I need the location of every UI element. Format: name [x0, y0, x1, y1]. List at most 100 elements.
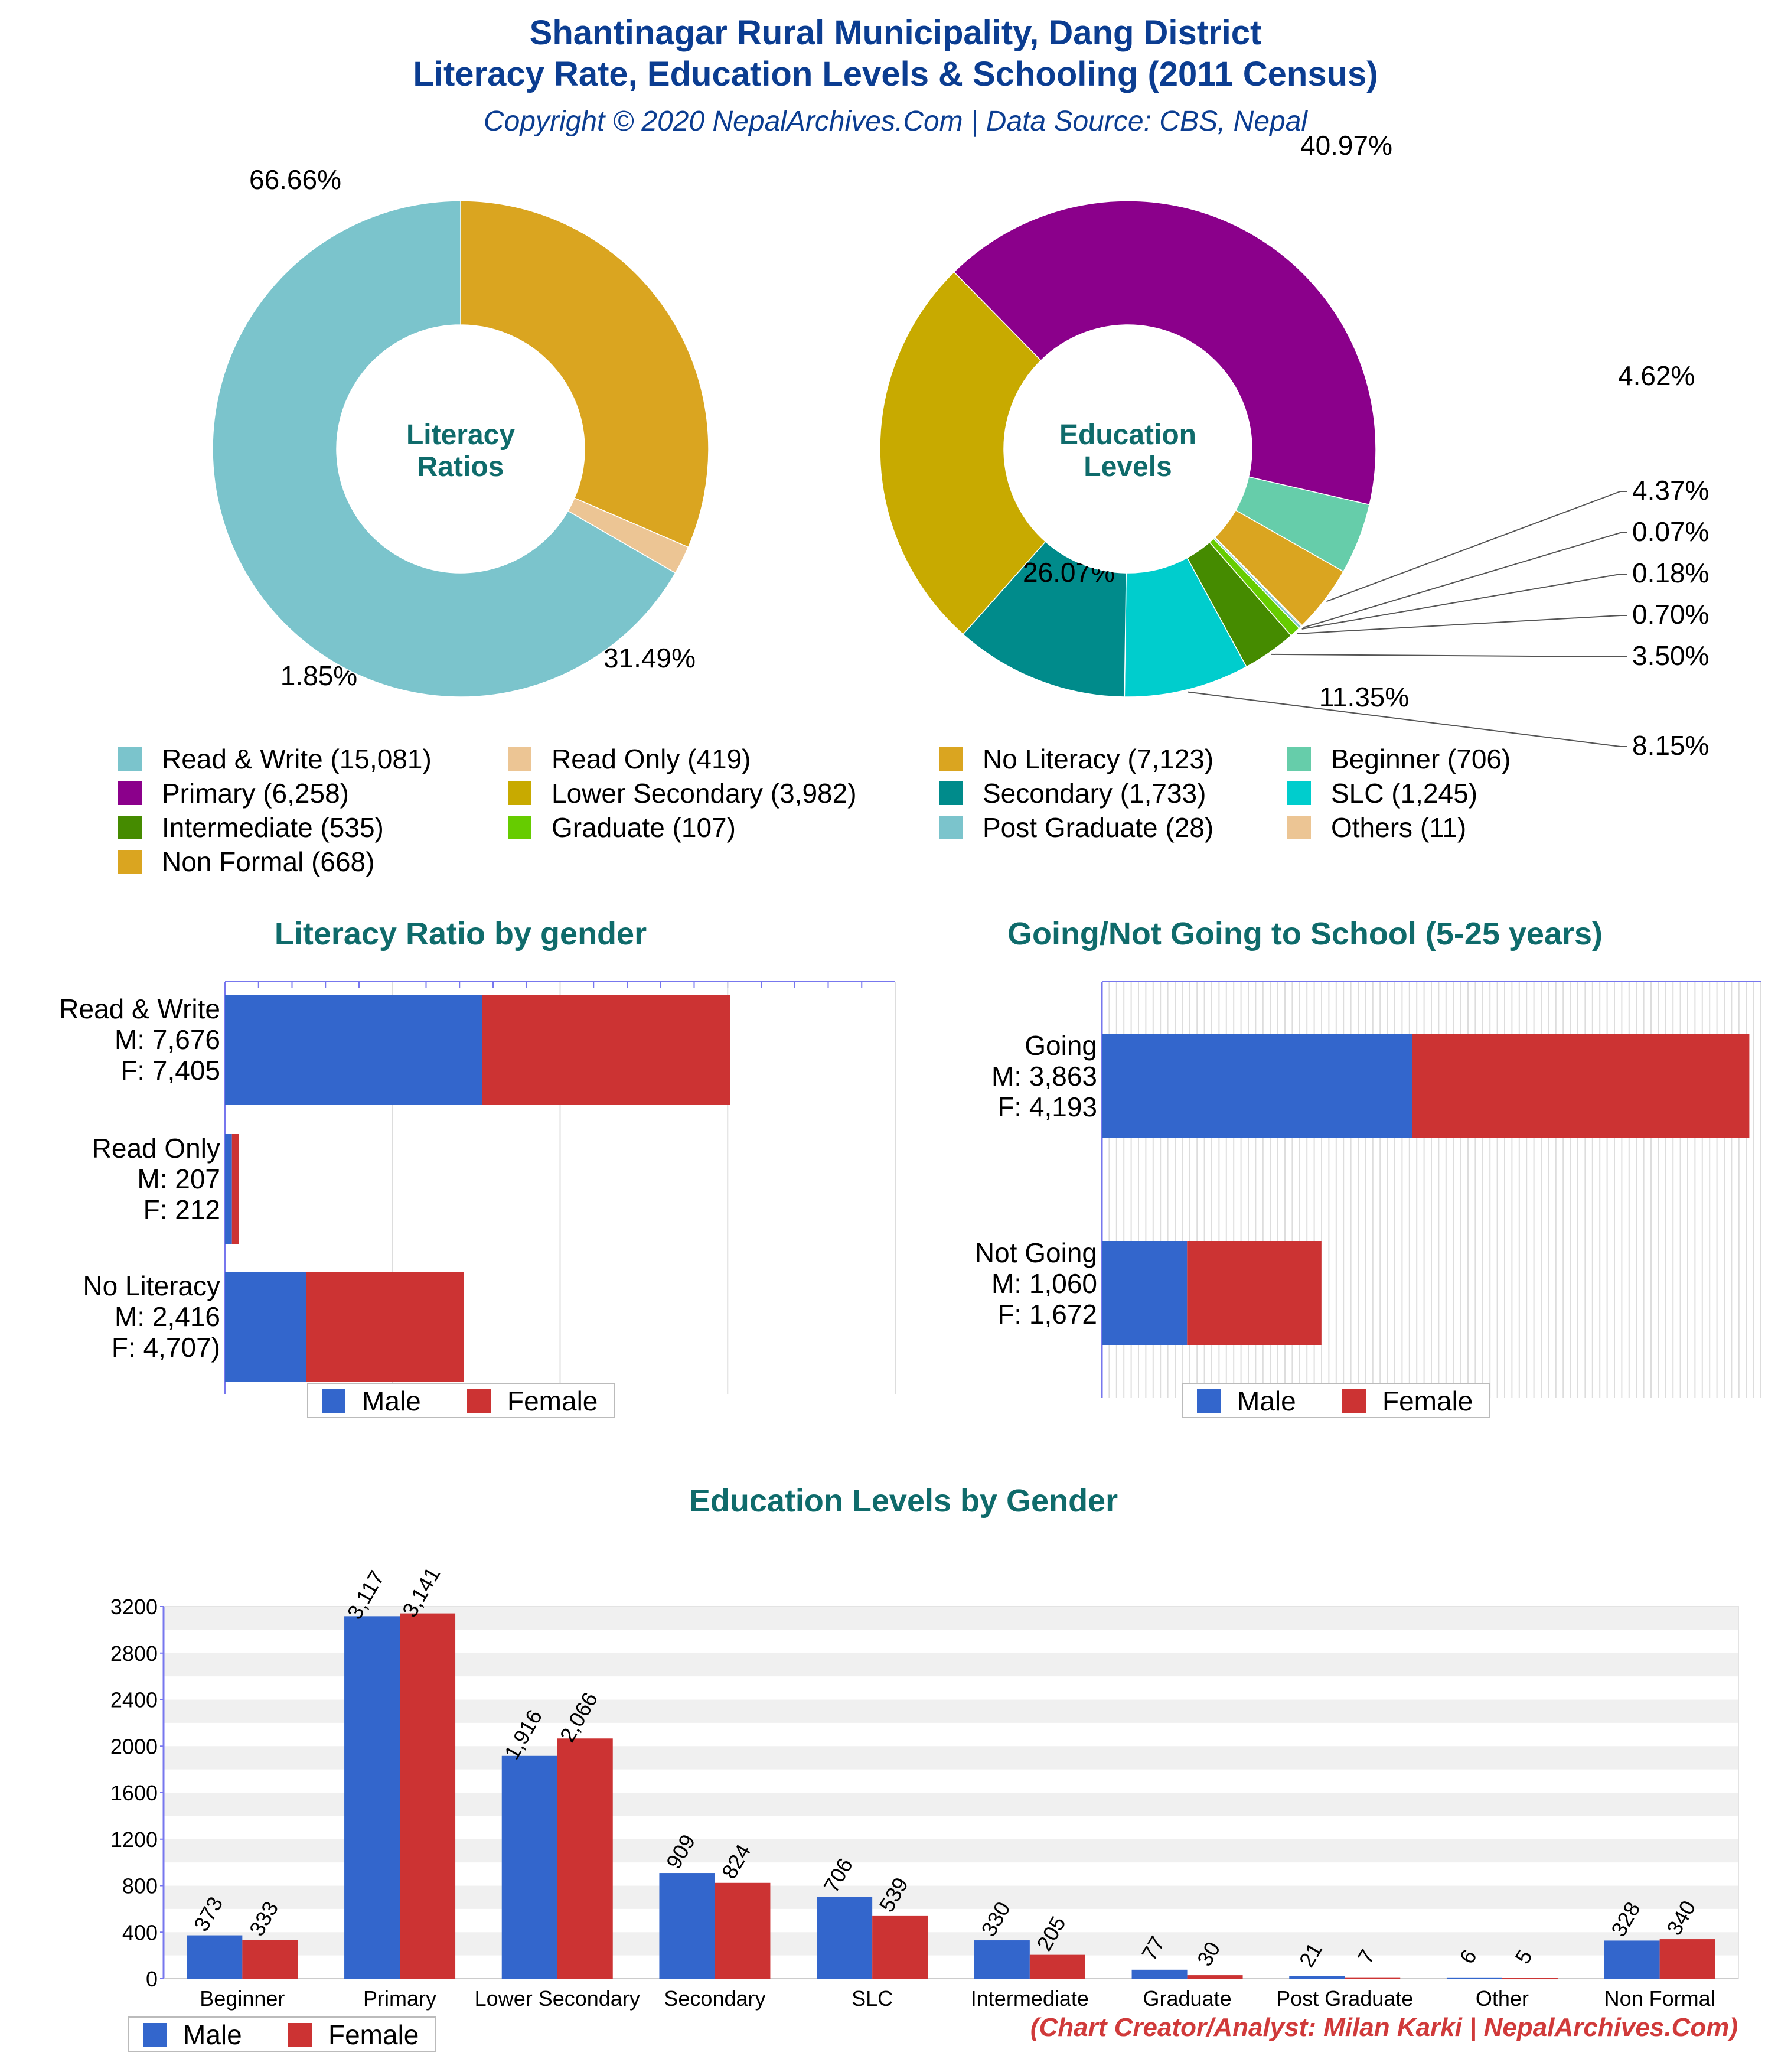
slice-percent-label: 66.66%	[249, 164, 341, 195]
legend-label: SLC (1,245)	[1331, 778, 1477, 809]
legend-swatch	[939, 781, 963, 805]
legend-male-swatch	[143, 2023, 167, 2047]
x-category-label: SLC	[852, 1986, 893, 2011]
category-label: F: 4,193	[997, 1092, 1097, 1122]
category-label: Read & Write	[59, 993, 220, 1024]
bar-female	[872, 1915, 928, 1979]
bar-value-label: 909	[661, 1830, 700, 1874]
education-levels-donut: 4.62% 4.37% 0.07% 0.18% 0.70% 3.50% 8.15% 11.35…	[879, 130, 1709, 761]
legend-female-label: Female	[328, 2019, 419, 2050]
bar-female	[557, 1738, 613, 1979]
x-category-label: Intermediate	[971, 1986, 1089, 2011]
category-label: F: 4,707)	[112, 1332, 220, 1363]
legend-box	[1182, 1383, 1490, 1418]
bar-male	[187, 1935, 243, 1979]
slice-percent-label: 4.37%	[1632, 475, 1709, 506]
legend-female-swatch	[288, 2023, 312, 2047]
legend-female-swatch	[1342, 1389, 1366, 1413]
donut-hole	[1004, 325, 1252, 573]
legend-swatch	[118, 816, 142, 839]
y-tick-label: 3200	[110, 1595, 158, 1619]
x-category-label: Primary	[363, 1986, 436, 2011]
bar-male	[1102, 1034, 1412, 1138]
bar-female	[482, 995, 730, 1105]
legend-male-label: Male	[183, 2019, 242, 2050]
bar-female	[1345, 1977, 1401, 1979]
legend-label: Lower Secondary (3,982)	[552, 778, 857, 809]
donut-slice	[460, 200, 709, 548]
bar-female	[1029, 1954, 1085, 1979]
category-label: F: 212	[143, 1194, 220, 1225]
category-label: No Literacy	[83, 1270, 220, 1301]
legend-label: Graduate (107)	[552, 812, 736, 843]
y-tick-label: 400	[122, 1920, 158, 1944]
category-label: Going	[1025, 1030, 1097, 1061]
slice-leader-line	[1301, 574, 1627, 630]
legend-swatch	[118, 747, 142, 771]
bar-female	[715, 1882, 771, 1979]
legend-swatch	[118, 781, 142, 805]
y-tick-label: 2400	[110, 1688, 158, 1712]
schooling-title: Going/Not Going to School (5-25 years)	[1007, 916, 1603, 952]
slice-percent-label: 40.97%	[1300, 130, 1392, 161]
legend-female-swatch	[467, 1389, 491, 1413]
legend-label: Others (11)	[1331, 812, 1466, 843]
donut-center-label: Education	[1059, 419, 1196, 451]
legend-male-label: Male	[1237, 1386, 1296, 1416]
bar-male	[817, 1897, 873, 1979]
category-label: M: 7,676	[115, 1024, 220, 1055]
legend-swatch	[939, 816, 963, 839]
bar-male	[1289, 1976, 1345, 1979]
bar-female	[242, 1940, 298, 1979]
bar-male	[1604, 1940, 1660, 1979]
legend-label: Primary (6,258)	[162, 778, 349, 809]
bar-female	[1659, 1939, 1715, 1979]
bar-female	[1187, 1241, 1322, 1345]
y-tick-label: 2000	[110, 1734, 158, 1758]
y-tick-label: 2800	[110, 1641, 158, 1666]
bar-male	[1131, 1969, 1188, 1979]
slice-leader-line	[1271, 653, 1627, 657]
legend-box	[128, 2016, 436, 2052]
footer-credit: (Chart Creator/Analyst: Milan Karki | Ne…	[1030, 2013, 1738, 2042]
category-label: Not Going	[975, 1237, 1097, 1268]
legend-box	[307, 1383, 615, 1418]
legend-swatch	[1287, 747, 1311, 771]
x-category-label: Graduate	[1143, 1986, 1231, 2011]
y-tick-label: 0	[146, 1967, 158, 1991]
slice-leader-line	[1188, 691, 1627, 747]
bar-female	[1412, 1034, 1750, 1138]
y-tick-label: 1600	[110, 1781, 158, 1805]
legend-label: Read & Write (15,081)	[162, 744, 432, 774]
slice-percent-label: 0.18%	[1632, 558, 1709, 588]
legend-swatch	[508, 747, 531, 771]
bar-male	[1102, 1241, 1188, 1345]
donut-hole	[337, 325, 585, 573]
legend-swatch	[508, 781, 531, 805]
legend-female-label: Female	[507, 1386, 598, 1416]
bar-male	[974, 1940, 1030, 1979]
bar-value-label: 539	[875, 1873, 914, 1916]
bar-female	[231, 1134, 239, 1244]
bar-female	[1502, 1978, 1558, 1980]
x-category-label: Beginner	[200, 1986, 285, 2011]
legend-label: Secondary (1,733)	[983, 778, 1206, 809]
donut-center-label: Ratios	[417, 451, 504, 483]
bar-male	[225, 995, 482, 1105]
legend-label: Post Graduate (28)	[983, 812, 1213, 843]
page-title-line-1: Shantinagar Rural Municipality, Dang Dis…	[529, 14, 1262, 52]
bar-male	[501, 1755, 557, 1979]
legend-male-label: Male	[362, 1386, 421, 1416]
bar-male	[659, 1873, 715, 1979]
category-label: Read Only	[92, 1133, 220, 1164]
slice-leader-line	[1297, 615, 1627, 634]
slice-percent-label: 8.15%	[1632, 730, 1709, 761]
x-category-label: Other	[1476, 1986, 1529, 2011]
x-category-label: Post Graduate	[1276, 1986, 1413, 2011]
slice-leader-line	[1326, 491, 1627, 602]
y-tick-label: 800	[122, 1874, 158, 1898]
legend-label: Non Formal (668)	[162, 846, 374, 877]
